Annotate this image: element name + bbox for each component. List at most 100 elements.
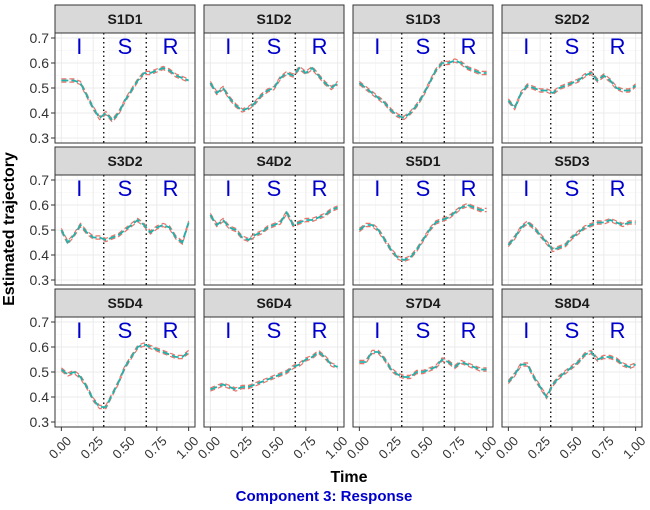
component-subtitle: Component 3: Response xyxy=(236,488,413,505)
y-tick-label: 0.5 xyxy=(30,222,50,238)
trajectory-band-lower xyxy=(209,208,338,243)
trajectory-band-lower xyxy=(60,345,190,410)
panel-border xyxy=(203,32,345,144)
facet-title: S5D3 xyxy=(554,153,589,169)
phase-label: I xyxy=(374,34,380,59)
phase-label: R xyxy=(610,34,626,59)
x-tick-label: 0.25 xyxy=(78,433,107,462)
trajectory-band-lower xyxy=(60,220,190,246)
phase-label: S xyxy=(118,34,133,59)
trajectory-band-upper xyxy=(507,217,636,250)
facet-panel: S8D4 I S R 0.00 0.25 0.50 0.75 1.00 xyxy=(493,288,649,462)
panel-border xyxy=(352,174,494,286)
x-tick-label: 0.00 xyxy=(344,433,373,462)
x-tick-label: 0.00 xyxy=(195,433,224,462)
facet-panel: S5D1 I S R xyxy=(352,146,494,286)
facet-strip xyxy=(203,288,345,318)
trajectory-line xyxy=(210,350,338,391)
facet-strip xyxy=(501,4,643,34)
facet-title: S1D1 xyxy=(107,11,142,27)
panel-border xyxy=(501,32,643,144)
facet-panel: S4D2 I S R xyxy=(203,146,345,286)
y-tick-label: 0.6 xyxy=(30,55,50,71)
trajectory-line xyxy=(358,204,487,261)
trajectory-band-upper xyxy=(60,217,190,242)
x-tick-label: 0.75 xyxy=(588,433,617,462)
trajectory-line xyxy=(209,206,338,242)
facet-strip xyxy=(54,4,196,34)
facet-title: S1D3 xyxy=(405,11,440,27)
phase-label: R xyxy=(610,318,626,343)
trajectory-line xyxy=(507,350,636,399)
x-tick-label: 0.25 xyxy=(376,433,405,462)
phase-label: R xyxy=(461,176,477,201)
x-axis-label: Time xyxy=(330,469,367,486)
phase-label: R xyxy=(610,176,626,201)
y-tick-label: 0.4 xyxy=(30,247,50,263)
phase-label: I xyxy=(523,34,529,59)
y-tick-label: 0.3 xyxy=(30,414,50,430)
x-tick-label: 0.75 xyxy=(439,433,468,462)
facet-panel: S3D2 I S R 0.3 0.4 0.5 0.6 0.7 xyxy=(30,146,196,288)
facet-strip xyxy=(352,4,494,34)
phase-label: I xyxy=(76,318,82,343)
facet-title: S4D2 xyxy=(256,153,291,169)
phase-label: S xyxy=(267,318,282,343)
facet-title: S5D1 xyxy=(405,153,440,169)
facet-title: S1D2 xyxy=(256,11,291,27)
trajectory-band-lower xyxy=(358,61,487,121)
y-tick-label: 0.7 xyxy=(30,314,50,330)
facet-title: S7D4 xyxy=(405,295,440,311)
facet-title: S2D2 xyxy=(554,11,589,27)
phase-label: S xyxy=(565,176,580,201)
y-tick-label: 0.4 xyxy=(30,389,50,405)
trajectory-band-upper xyxy=(358,58,487,118)
y-tick-label: 0.6 xyxy=(30,339,50,355)
y-tick-label: 0.4 xyxy=(30,105,50,121)
trajectory-band-lower xyxy=(209,68,339,113)
x-tick-label: 0.25 xyxy=(525,433,554,462)
panel-border xyxy=(352,32,494,144)
x-tick-label: 1.00 xyxy=(620,433,649,462)
facet-strip xyxy=(501,288,643,318)
phase-label: S xyxy=(416,34,431,59)
x-tick-label: 0.00 xyxy=(46,433,75,462)
trajectory-band-lower xyxy=(507,220,636,253)
phase-label: R xyxy=(312,34,328,59)
trajectory-line xyxy=(507,219,636,252)
trajectory-band-upper xyxy=(507,70,637,108)
phase-label: S xyxy=(267,176,282,201)
phase-label: I xyxy=(225,176,231,201)
facet-strip xyxy=(352,146,494,176)
x-tick-label: 0.00 xyxy=(493,433,522,462)
facet-panel: S2D2 I S R xyxy=(501,4,643,144)
phase-label: R xyxy=(163,34,179,59)
trajectory-line xyxy=(507,71,637,110)
phase-label: I xyxy=(523,176,529,201)
facet-title: S6D4 xyxy=(256,295,291,311)
y-tick-label: 0.3 xyxy=(30,272,50,288)
phase-label: R xyxy=(312,318,328,343)
facet-title: S3D2 xyxy=(107,153,142,169)
y-tick-label: 0.6 xyxy=(30,197,50,213)
trajectory-band-lower xyxy=(507,73,637,111)
y-tick-label: 0.5 xyxy=(30,80,50,96)
trajectory-band-upper xyxy=(210,349,338,389)
phase-label: I xyxy=(374,318,380,343)
facet-panel: S1D1 I S R 0.3 0.4 0.5 0.6 0.7 xyxy=(30,4,196,146)
facet-strip xyxy=(352,288,494,318)
phase-label: R xyxy=(461,318,477,343)
trajectory-line xyxy=(209,66,339,112)
x-tick-label: 0.25 xyxy=(227,433,256,462)
x-tick-label: 0.50 xyxy=(109,433,138,462)
phase-label: S xyxy=(416,176,431,201)
trajectory-line xyxy=(60,343,190,408)
facet-panel: S5D3 I S R xyxy=(501,146,643,286)
facet-title: S8D4 xyxy=(554,295,589,311)
trajectory-line xyxy=(359,351,487,378)
trajectory-band-upper xyxy=(209,205,338,240)
facet-title: S5D4 xyxy=(107,295,142,311)
